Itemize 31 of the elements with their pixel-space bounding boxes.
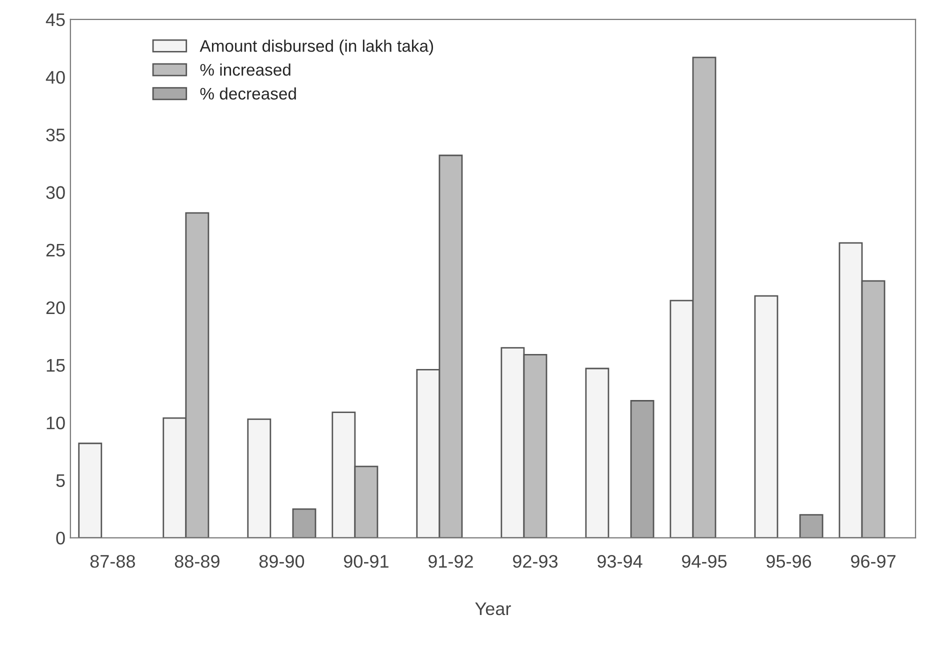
x-tick-label: 88-89 [174, 554, 220, 568]
bar [630, 400, 654, 538]
y-tick-label: 30 [46, 186, 65, 199]
y-tick-label: 40 [46, 70, 65, 84]
y-tick-label: 35 [46, 128, 65, 142]
y-tick-label: 5 [56, 474, 65, 487]
y-tick-label: 15 [46, 359, 65, 372]
x-tick-label: 96-97 [851, 554, 896, 568]
x-tick-label: 95-96 [766, 554, 812, 568]
bar [292, 508, 316, 538]
bar [754, 295, 778, 538]
x-tick-label: 87-88 [90, 554, 135, 568]
x-tick-label: 89-90 [259, 554, 304, 568]
legend-label: % increased [200, 63, 290, 76]
bar [799, 514, 824, 538]
bar [247, 418, 272, 538]
legend-label: Amount disbursed (in lakh taka) [200, 40, 434, 56]
y-tick-label: 10 [46, 416, 65, 430]
bar [78, 442, 102, 538]
y-tick-label: 25 [46, 244, 65, 257]
legend-label: % decreased [200, 87, 296, 100]
y-tick-label: 0 [56, 532, 65, 545]
x-tick-label: 90-91 [344, 554, 388, 568]
x-tick-label: 92-93 [512, 554, 558, 568]
y-tick-label: 20 [46, 301, 65, 314]
x-axis-title: Year [475, 602, 511, 616]
bar [585, 368, 610, 538]
x-tick-label: 93-94 [598, 554, 642, 568]
y-tick-label: 45 [46, 14, 65, 26]
x-tick-label: 94-95 [682, 554, 727, 568]
x-tick-label: 91-92 [428, 554, 473, 568]
